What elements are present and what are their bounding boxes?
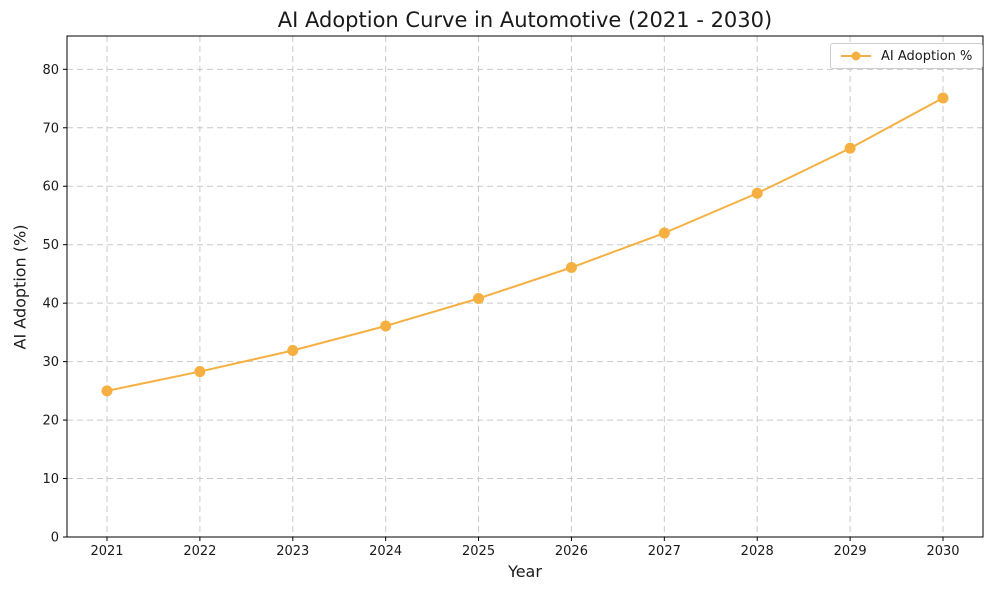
data-point-marker — [101, 385, 113, 397]
data-point-marker — [473, 292, 485, 304]
x-tick-label: 2026 — [555, 544, 588, 559]
legend-line-marker-icon — [841, 51, 871, 61]
y-tick-label: 80 — [42, 63, 59, 78]
y-tick-label: 70 — [42, 121, 59, 136]
x-tick-label: 2023 — [276, 544, 309, 559]
y-tick-label: 20 — [42, 414, 59, 429]
data-point-marker — [751, 187, 763, 199]
data-point-marker — [658, 227, 670, 239]
legend: AI Adoption % — [830, 43, 984, 69]
data-point-marker — [565, 262, 577, 274]
legend-label: AI Adoption % — [881, 48, 973, 64]
x-tick-label: 2024 — [369, 544, 402, 559]
y-tick-label: 0 — [51, 531, 59, 546]
y-axis-label: AI Adoption (%) — [10, 224, 30, 350]
data-point-marker — [844, 142, 856, 154]
data-point-marker — [380, 320, 392, 332]
x-tick-label: 2027 — [648, 544, 681, 559]
x-tick-label: 2028 — [741, 544, 774, 559]
plot-border — [66, 35, 984, 538]
x-tick-label: 2022 — [183, 544, 216, 559]
x-tick-label: 2021 — [90, 544, 123, 559]
y-tick-label: 50 — [42, 238, 59, 253]
x-axis-label: Year — [508, 562, 542, 581]
y-tick-label: 60 — [42, 180, 59, 195]
chart-title: AI Adoption Curve in Automotive (2021 - … — [277, 8, 773, 32]
data-point-marker — [287, 345, 299, 357]
x-tick-label: 2030 — [926, 544, 959, 559]
data-line — [106, 96, 944, 392]
x-tick-label: 2025 — [462, 544, 495, 559]
x-tick-label: 2029 — [834, 544, 867, 559]
data-point-marker — [194, 366, 206, 378]
y-tick-label: 40 — [42, 297, 59, 312]
y-tick-label: 30 — [42, 355, 59, 370]
data-point-marker — [937, 92, 949, 104]
y-tick-label: 10 — [42, 472, 59, 487]
